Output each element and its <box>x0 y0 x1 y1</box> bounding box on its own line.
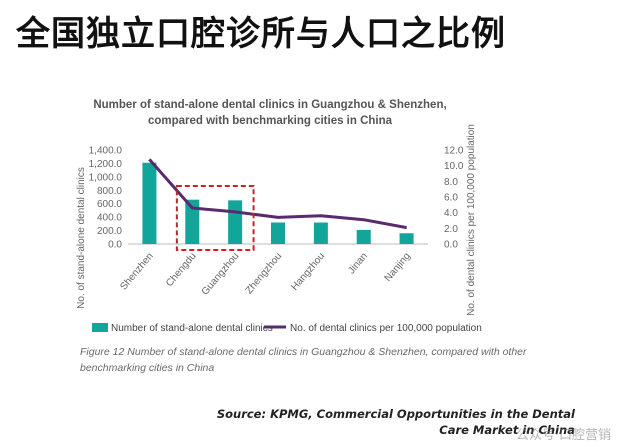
x-tick-label: Nanjing <box>383 251 413 284</box>
right-tick-label: 12.0 <box>444 146 464 157</box>
bar <box>228 200 243 244</box>
left-tick-label: 0.0 <box>108 240 122 251</box>
legend-bar-swatch <box>92 323 108 332</box>
right-tick-label: 0.0 <box>444 240 458 251</box>
x-tick-label: Chengdu <box>164 251 199 289</box>
chart-title-line: Number of stand-alone dental clinics in … <box>93 99 446 111</box>
left-tick-label: 1,200.0 <box>89 159 123 170</box>
x-tick-label: Jinan <box>346 251 370 276</box>
legend-bar-label: Number of stand-alone dental clinics <box>111 323 273 334</box>
bar <box>185 199 200 244</box>
right-tick-label: 4.0 <box>444 208 458 219</box>
chart-title: Number of stand-alone dental clinics in … <box>93 99 446 127</box>
left-tick-label: 400.0 <box>97 213 122 224</box>
legend: Number of stand-alone dental clinics No.… <box>92 323 482 334</box>
x-axis-labels: Shenzhen Chengdu Guangzhou Zhengzhou Hangzho… <box>118 251 413 298</box>
x-tick-label: Hangzhou <box>289 251 327 293</box>
bar <box>271 222 285 244</box>
x-tick-label: Zhengzhou <box>244 251 285 296</box>
x-tick-label: Shenzhen <box>118 251 155 293</box>
legend-line-label: No. of dental clinics per 100,000 popula… <box>290 323 482 334</box>
right-axis-ticks: 0.0 2.0 4.0 6.0 8.0 10.0 12.0 <box>444 146 464 251</box>
bar <box>142 162 157 244</box>
right-tick-label: 6.0 <box>444 193 458 204</box>
chart-title-line: compared with benchmarking cities in Chi… <box>148 115 393 127</box>
source-note: Source: KPMG, Commercial Opportunities i… <box>216 407 575 437</box>
x-tick-label: Guangzhou <box>200 251 242 298</box>
bar <box>313 222 328 244</box>
page-title: 全国独立口腔诊所与人口之比例 <box>16 14 506 54</box>
bar-series <box>142 162 414 244</box>
bar <box>356 229 371 244</box>
right-tick-label: 8.0 <box>444 177 458 188</box>
right-axis-label: No. of dental clinics per 100,000 popula… <box>466 124 477 316</box>
watermark: 公众号·口腔营销 <box>515 428 611 443</box>
left-tick-label: 200.0 <box>97 226 122 237</box>
right-tick-label: 2.0 <box>444 224 458 235</box>
figure-caption: Figure 12 Number of stand-alone dental c… <box>80 346 527 374</box>
left-axis-ticks: 0.0 200.0 400.0 600.0 800.0 1,000.0 1,200.0 1,4… <box>89 146 123 251</box>
left-tick-label: 1,400.0 <box>89 146 123 157</box>
left-tick-label: 600.0 <box>97 199 122 210</box>
bar <box>399 233 414 244</box>
left-axis-label: No. of stand-alone dental clinics <box>76 167 87 309</box>
right-tick-label: 10.0 <box>444 161 464 172</box>
highlight-box <box>175 185 255 251</box>
left-tick-label: 800.0 <box>97 186 122 197</box>
left-tick-label: 1,000.0 <box>89 172 123 183</box>
line-series <box>148 158 407 230</box>
